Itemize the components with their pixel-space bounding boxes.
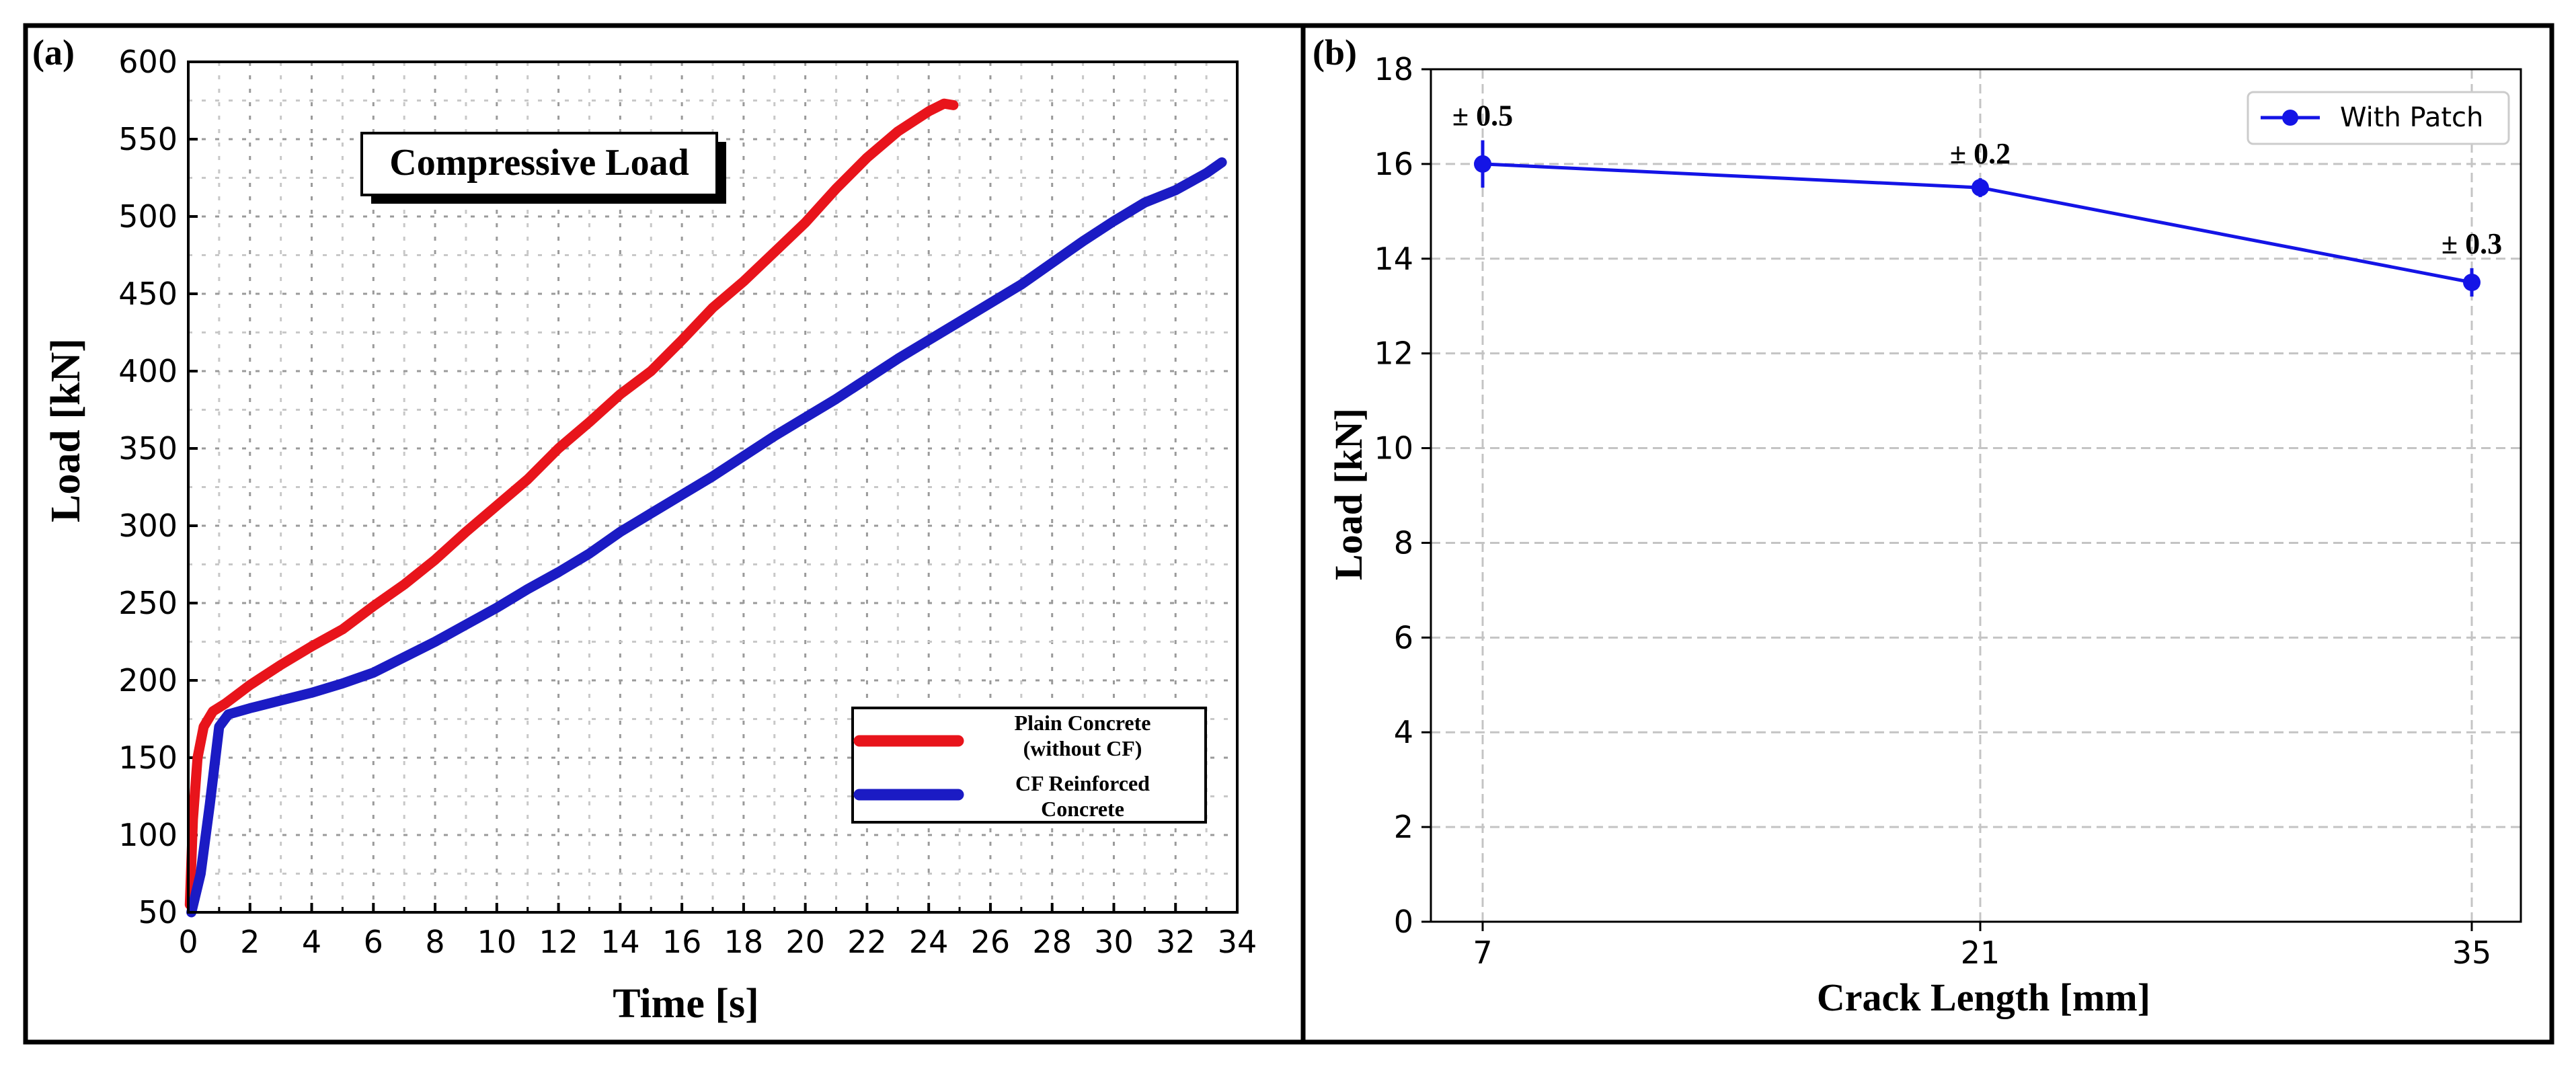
- y-tick-label: 250: [118, 585, 178, 621]
- panel-a-plot-frame: [187, 61, 1239, 914]
- y-tick-label: 4: [1394, 714, 1413, 750]
- y-tick-label: 2: [1394, 809, 1413, 845]
- panel-a-y-ticks: 50 100 150 200 250 300 350 400 450 500 550 600: [118, 44, 198, 930]
- data-point: [2463, 274, 2481, 291]
- y-tick-label: 50: [138, 894, 178, 930]
- y-tick-label: 150: [118, 740, 178, 776]
- y-tick-label: 550: [118, 121, 178, 157]
- y-tick-label: 12: [1374, 335, 1413, 372]
- x-tick-label: 18: [724, 924, 764, 960]
- panel-b-x-ticks: 7 21 35: [1473, 922, 2491, 971]
- y-tick-label: 10: [1374, 430, 1413, 467]
- x-tick-label: 10: [477, 924, 517, 960]
- panel-a-compressive-load-chart: (a) 0 2 4 6 8 10 12 14 16 18 20 22 24 26 28 30 32 34 5010…: [32, 32, 1257, 1027]
- x-tick-label: 4: [302, 924, 321, 960]
- x-tick-label: 24: [909, 924, 949, 960]
- x-tick-label: 22: [847, 924, 887, 960]
- x-tick-label: 7: [1473, 935, 1492, 971]
- series-line-cf-reinforced: [186, 157, 1227, 918]
- panel-a-legend: Plain Concrete (without CF) CF Reinforce…: [851, 707, 1207, 824]
- y-tick-label: 18: [1374, 51, 1413, 87]
- x-tick-label: 30: [1094, 924, 1134, 960]
- panel-a-series: [184, 98, 1227, 918]
- panel-b-legend: With Patch: [2247, 91, 2510, 145]
- panel-a-y-axis-label: Load [kN]: [43, 338, 89, 522]
- y-tick-label: 200: [118, 662, 178, 699]
- error-annotation: ± 0.3: [2442, 227, 2502, 260]
- panel-b-plot-frame: [1430, 68, 2522, 923]
- legend-marker-with-patch: [2282, 110, 2298, 126]
- x-tick-label: 8: [425, 924, 444, 960]
- legend-label-cf-line2: Concrete: [1041, 797, 1124, 821]
- panel-a-title-box: [360, 132, 718, 196]
- panel-b-y-ticks: 0 2 4 6 8 10 12 14 16 18: [1374, 51, 1431, 940]
- x-tick-label: 28: [1032, 924, 1072, 960]
- y-tick-label: 14: [1374, 241, 1413, 277]
- y-tick-label: 350: [118, 430, 178, 467]
- panel-a-title: Compressive Load: [389, 142, 689, 184]
- panel-b-legend-box: [2247, 91, 2510, 145]
- x-tick-label: 21: [1961, 935, 2000, 971]
- figure-frame: [23, 23, 2554, 1045]
- panel-a-x-axis-label: Time [s]: [613, 981, 759, 1027]
- x-tick-label: 32: [1156, 924, 1196, 960]
- y-tick-label: 16: [1374, 146, 1413, 182]
- y-tick-label: 500: [118, 198, 178, 235]
- data-point: [1972, 179, 1989, 197]
- x-tick-label: 2: [240, 924, 260, 960]
- y-tick-label: 600: [118, 44, 178, 80]
- panel-b-grid: [1431, 68, 2521, 923]
- legend-label-with-patch: With Patch: [2340, 102, 2483, 133]
- panel-b-x-axis-label: Crack Length [mm]: [1817, 976, 2150, 1019]
- x-tick-label: 26: [971, 924, 1011, 960]
- x-tick-label: 35: [2452, 935, 2492, 971]
- error-annotation: ± 0.5: [1452, 100, 1513, 132]
- series-line-plain-concrete: [184, 98, 959, 910]
- error-annotation: ± 0.2: [1950, 137, 2011, 170]
- y-tick-label: 100: [118, 817, 178, 853]
- legend-label-cf-line1: CF Reinforced: [1015, 771, 1150, 795]
- y-tick-label: 300: [118, 508, 178, 544]
- x-tick-label: 20: [785, 924, 825, 960]
- panel-b-series: ± 0.5 ± 0.2 ± 0.3: [1452, 100, 2502, 297]
- x-tick-label: 0: [178, 924, 198, 960]
- y-tick-label: 8: [1394, 524, 1413, 561]
- x-tick-label: 16: [662, 924, 702, 960]
- y-tick-label: 450: [118, 276, 178, 312]
- data-point: [1474, 155, 1491, 173]
- legend-label-plain-line1: Plain Concrete: [1015, 711, 1151, 735]
- panel-b-y-axis-label: Load [kN]: [1327, 408, 1370, 580]
- y-tick-label: 400: [118, 353, 178, 389]
- x-tick-label: 6: [364, 924, 383, 960]
- panel-a-label: (a): [32, 32, 75, 73]
- panel-b-label: (b): [1313, 32, 1357, 73]
- y-tick-label: 6: [1394, 619, 1413, 655]
- x-tick-label: 14: [600, 924, 640, 960]
- x-tick-label: 34: [1218, 924, 1257, 960]
- x-tick-label: 12: [539, 924, 578, 960]
- panel-a-x-ticks: 0 2 4 6 8 10 12 14 16 18 20 22 24 26 28 30 32 34: [178, 903, 1257, 960]
- y-tick-label: 0: [1394, 904, 1413, 940]
- panel-a-legend-box: [851, 707, 1207, 824]
- legend-label-plain-line2: (without CF): [1023, 736, 1142, 760]
